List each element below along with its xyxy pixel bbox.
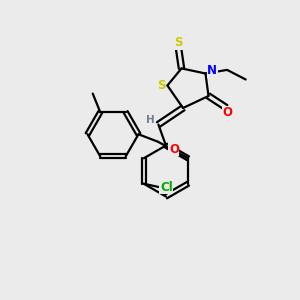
Text: O: O (169, 143, 179, 156)
Text: N: N (207, 64, 217, 77)
Text: H: H (146, 115, 154, 125)
Text: Cl: Cl (160, 181, 173, 194)
Text: S: S (174, 36, 183, 49)
Text: O: O (222, 106, 233, 119)
Text: S: S (157, 79, 166, 92)
